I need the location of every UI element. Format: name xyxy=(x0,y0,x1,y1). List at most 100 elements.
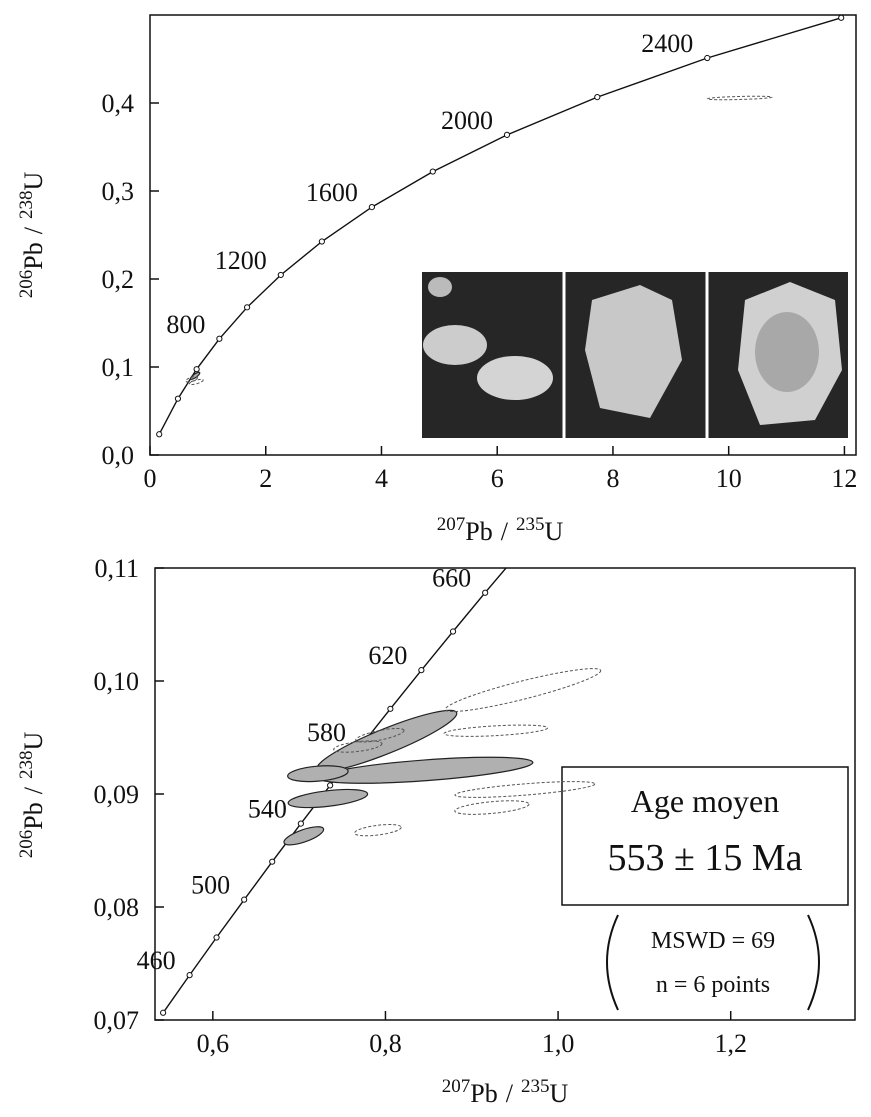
element: U xyxy=(549,1079,568,1108)
error-ellipse xyxy=(454,800,530,815)
error-ellipse xyxy=(287,765,349,783)
age-label: 2000 xyxy=(441,106,493,135)
age-marker xyxy=(277,271,284,279)
separator: / xyxy=(19,786,48,794)
age-marker xyxy=(838,15,845,21)
age-marker xyxy=(241,896,248,903)
x-tick-label: 10 xyxy=(716,464,742,493)
element: Pb xyxy=(470,1079,497,1108)
zircon-grain xyxy=(585,285,682,418)
y-tick-label: 0,1 xyxy=(102,353,135,382)
age-label: 620 xyxy=(368,641,407,670)
y-tick-label: 0,08 xyxy=(94,893,140,922)
mass-number: 238 xyxy=(16,191,37,220)
error-ellipse xyxy=(287,788,369,809)
age-marker xyxy=(327,782,334,789)
x-tick-label: 1,0 xyxy=(542,1029,575,1058)
separator: / xyxy=(19,226,48,234)
element: Pb xyxy=(19,242,48,269)
x-tick-label: 8 xyxy=(606,464,619,493)
age-marker xyxy=(515,551,520,556)
x-tick-label: 2 xyxy=(259,464,272,493)
axis-label: 207Pb / 235U xyxy=(437,514,564,546)
age-marker xyxy=(160,1009,167,1016)
y-tick-label: 0,07 xyxy=(94,1006,140,1035)
age-label: 1200 xyxy=(215,246,267,275)
zircon-core xyxy=(755,312,819,392)
element: U xyxy=(19,732,48,751)
y-tick-label: 0,3 xyxy=(102,177,135,206)
age-marker xyxy=(594,94,601,101)
paren xyxy=(606,914,619,1011)
age-label: 460 xyxy=(137,946,176,975)
mass-number: 206 xyxy=(16,830,37,859)
age-marker xyxy=(503,131,511,138)
mswd: MSWD = 69 xyxy=(651,928,775,954)
age-marker xyxy=(704,54,711,62)
error-ellipse xyxy=(185,376,198,383)
zircon-grain xyxy=(423,325,487,365)
age-marker xyxy=(193,366,200,373)
mass-number: 207 xyxy=(437,514,466,535)
plot-frame xyxy=(149,14,857,456)
element: Pb xyxy=(465,517,492,546)
x-tick-label: 12 xyxy=(831,464,857,493)
box xyxy=(561,766,849,906)
inset-photos xyxy=(422,272,848,438)
paren xyxy=(807,914,820,1011)
box-title: Age moyen xyxy=(631,783,779,819)
age-marker xyxy=(243,304,251,311)
error-ellipse xyxy=(444,668,602,713)
age-label: 2400 xyxy=(641,29,693,58)
age-marker xyxy=(156,431,163,438)
age-marker xyxy=(269,858,276,865)
error-ellipse xyxy=(706,95,773,101)
age-marker xyxy=(449,628,457,635)
age-label: 1600 xyxy=(306,178,358,207)
age-label: 800 xyxy=(166,310,205,339)
mass-number: 235 xyxy=(516,514,545,535)
error-ellipse xyxy=(354,824,402,837)
element: U xyxy=(19,172,48,191)
element: Pb xyxy=(19,802,48,829)
error-ellipse xyxy=(283,826,325,846)
mass-number: 206 xyxy=(16,270,37,299)
y-tick-label: 0,0 xyxy=(102,441,135,470)
separator: / xyxy=(506,1079,514,1108)
n-points: n = 6 points xyxy=(656,972,770,998)
age-marker xyxy=(213,934,220,941)
age-label: 540 xyxy=(248,795,287,824)
mass-number: 207 xyxy=(442,1076,471,1097)
age-marker xyxy=(368,204,375,211)
error-ellipse xyxy=(443,724,549,737)
box-result: 553 ± 15 Ma xyxy=(607,837,802,879)
zircon-grain xyxy=(428,277,452,297)
x-tick-label: 0,6 xyxy=(197,1029,230,1058)
age-marker xyxy=(387,705,394,712)
age-label: 660 xyxy=(432,564,471,593)
zircon-grain xyxy=(477,356,553,400)
y-tick-label: 0,4 xyxy=(102,89,135,118)
age-label: 580 xyxy=(307,718,346,747)
age-marker xyxy=(418,667,425,674)
y-tick-label: 0,09 xyxy=(94,780,140,809)
x-tick-label: 0 xyxy=(144,464,157,493)
result-box: Age moyen 553 ± 15 Ma MSWD = 69 n = 6 po… xyxy=(561,766,849,1011)
age-label: 500 xyxy=(191,871,230,900)
age-marker xyxy=(429,168,436,175)
error-ellipse xyxy=(189,371,201,380)
element: U xyxy=(544,517,563,546)
axis-label: 207Pb / 235U xyxy=(442,1076,569,1108)
age-marker xyxy=(482,589,489,596)
age-marker xyxy=(174,395,182,402)
error-ellipse xyxy=(454,781,596,798)
x-tick-label: 6 xyxy=(491,464,504,493)
age-marker xyxy=(186,972,193,979)
mass-number: 238 xyxy=(16,751,37,780)
y-tick-label: 0,2 xyxy=(102,265,135,294)
axis-label: 206Pb / 238U xyxy=(16,732,48,859)
plot-area xyxy=(160,551,602,1016)
mass-number: 235 xyxy=(521,1076,550,1097)
plot-area xyxy=(156,15,845,438)
